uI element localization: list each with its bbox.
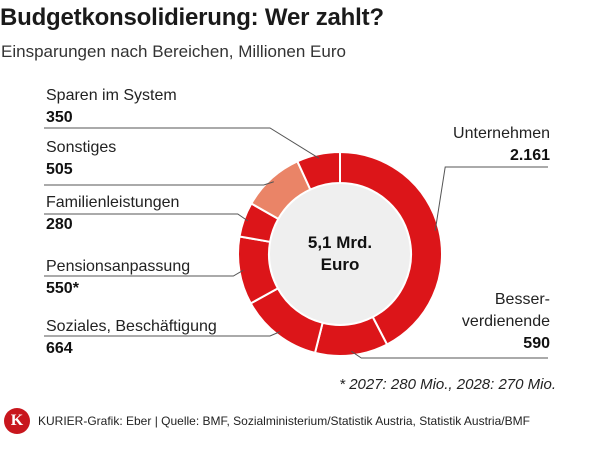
donut-center [270,184,410,324]
value-label-besserverdienende: 590 [523,335,550,352]
donut-slice-sparen-im-system [296,150,341,191]
category-label-sonstiges: Sonstiges [46,139,116,156]
leader-line-familienleistungen [44,213,249,222]
footnote: * 2027: 280 Mio., 2028: 270 Mio. [339,376,556,393]
value-label-sonstiges: 505 [46,161,73,178]
leader-line-besserverdienende [351,350,548,359]
category-label-pensionsanpassung: Pensionsanpassung [46,258,190,275]
leader-line-sonstiges [44,181,274,186]
value-label-pensionsanpassung: 550* [46,280,80,297]
category-label-besserverdienende: verdienende [462,313,550,330]
center-label-line-2: Euro [321,255,360,274]
donut-slice-unternehmen [339,150,443,346]
chart-title: Budgetkonsolidierung: Wer zahlt? [0,4,384,31]
leader-line-soziales-beschäftigung [44,331,281,337]
value-label-familienleistungen: 280 [46,216,73,233]
source-credit: KURIER-Grafik: Eber | Quelle: BMF, Sozia… [38,414,530,428]
chart-subtitle: Einsparungen nach Bereichen, Millionen E… [1,42,346,61]
value-label-unternehmen: 2.161 [510,147,550,164]
center-label-line-1: 5,1 Mrd. [308,233,372,252]
value-label-sparen-im-system: 350 [46,109,73,126]
category-label-familienleistungen: Familienleistungen [46,194,179,211]
leader-line-pensionsanpassung [44,269,244,277]
category-label-unternehmen: Unternehmen [453,125,550,142]
leader-line-sparen-im-system [44,127,320,159]
kurier-logo: K [4,408,30,434]
category-label-soziales-beschäftigung: Soziales, Beschäftigung [46,318,217,335]
category-label-sparen-im-system: Sparen im System [46,87,177,104]
leader-line-unternehmen [434,166,548,231]
value-label-soziales-beschäftigung: 664 [46,340,73,357]
category-label-besserverdienende: Besser- [495,291,550,308]
